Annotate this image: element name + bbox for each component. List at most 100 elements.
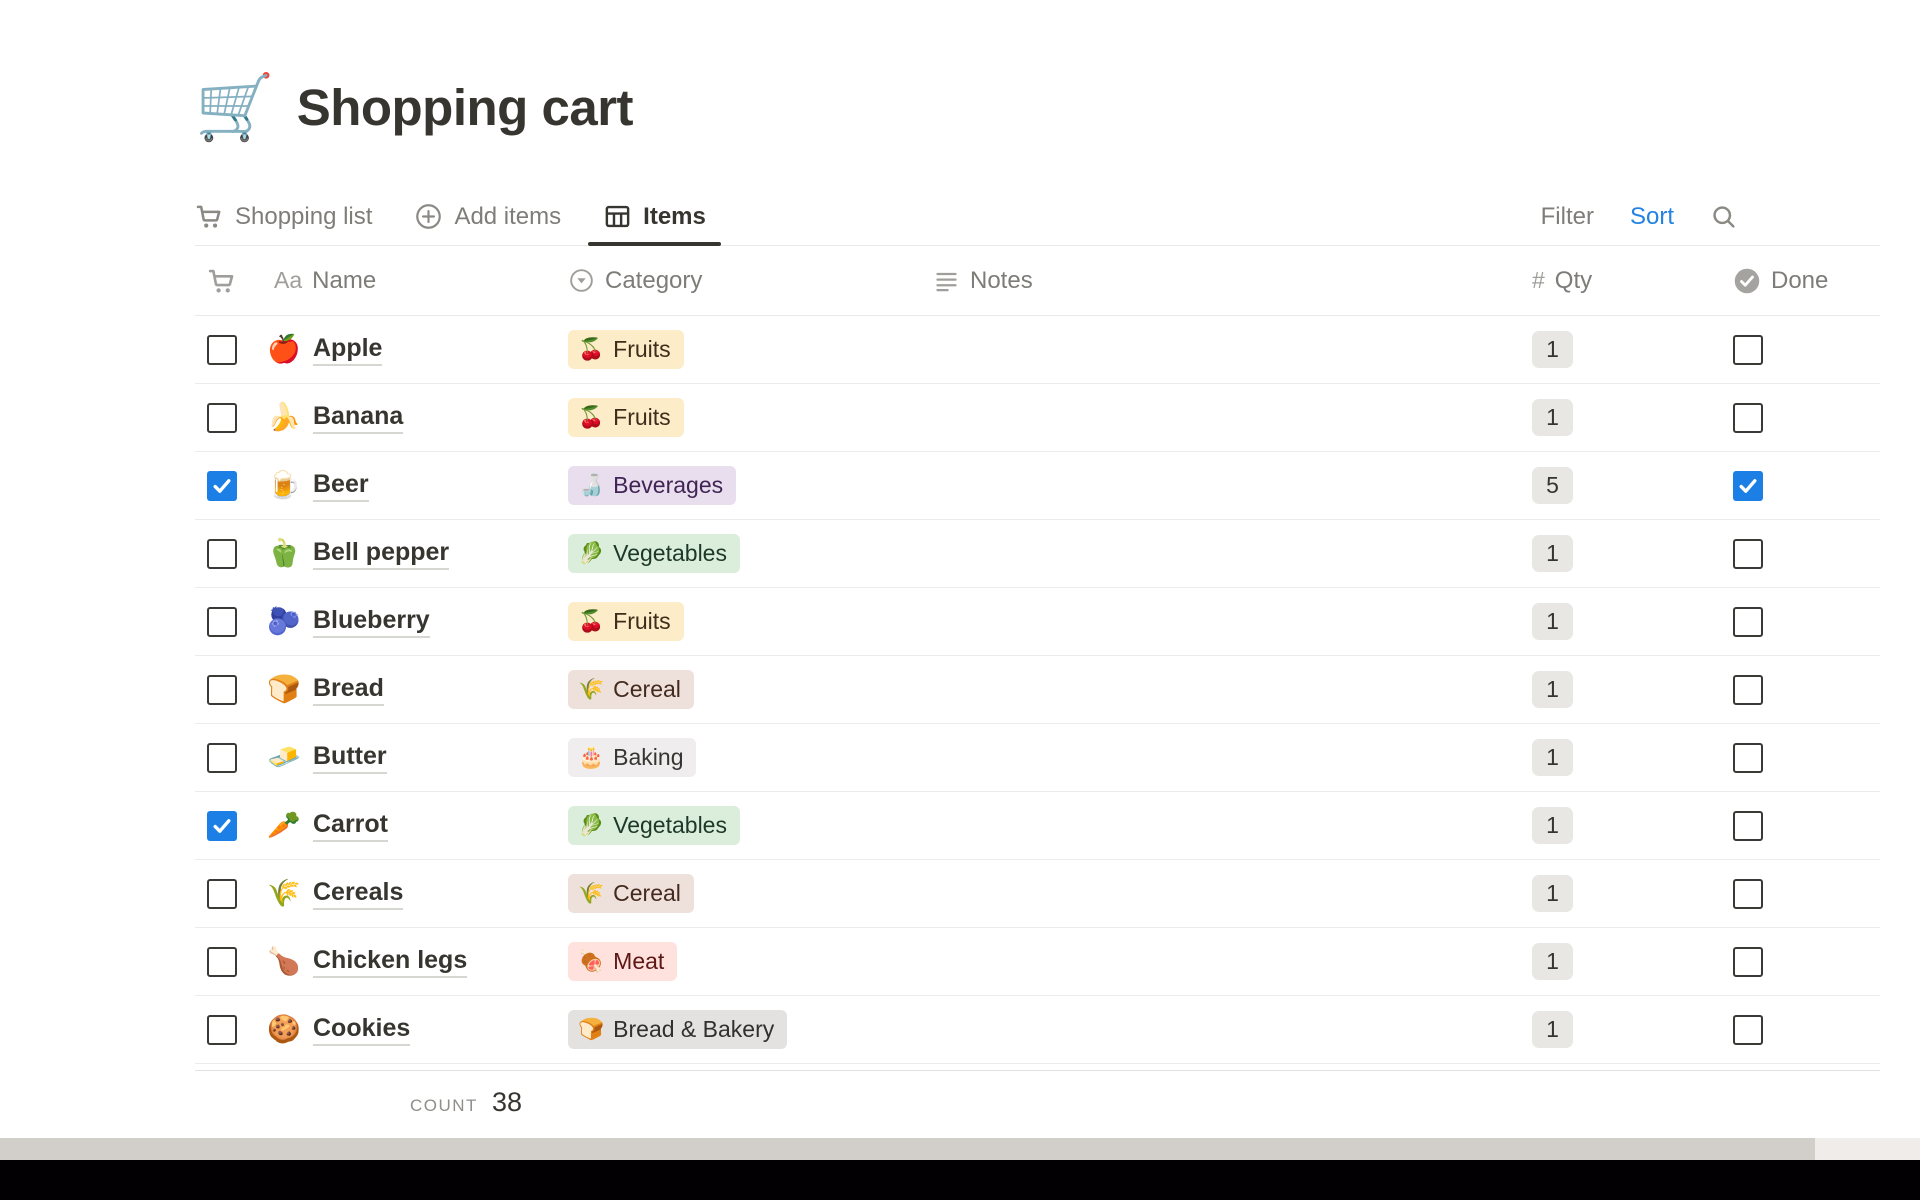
row-select-checkbox[interactable] xyxy=(207,334,237,365)
sort-button[interactable]: Sort xyxy=(1629,202,1674,230)
qty-cell[interactable]: 1 xyxy=(1525,928,1720,995)
search-icon[interactable] xyxy=(1710,203,1738,231)
item-name-link[interactable]: Apple xyxy=(313,334,383,366)
row-select-checkbox[interactable] xyxy=(207,946,237,977)
qty-cell[interactable]: 5 xyxy=(1525,452,1720,519)
column-header-name[interactable]: Aa Name xyxy=(265,246,568,315)
row-select-cell xyxy=(195,316,265,383)
column-header-notes[interactable]: Notes xyxy=(930,246,1525,315)
done-checkbox[interactable] xyxy=(1733,334,1763,365)
table-row: 🍌 Banana 🍒 Fruits 1 xyxy=(195,384,1880,452)
category-label: Cereal xyxy=(613,879,681,906)
done-cell xyxy=(1720,724,1880,791)
tab-label: Items xyxy=(643,202,706,230)
tab-add-items[interactable]: Add items xyxy=(414,188,561,245)
row-select-checkbox[interactable] xyxy=(207,606,237,637)
qty-cell[interactable]: 1 xyxy=(1525,724,1720,791)
category-cell[interactable]: 🍒 Fruits xyxy=(568,384,930,451)
qty-cell[interactable]: 1 xyxy=(1525,792,1720,859)
category-cell[interactable]: 🥬 Vegetables xyxy=(568,520,930,587)
notes-cell[interactable] xyxy=(930,724,1525,791)
item-name-link[interactable]: Chicken legs xyxy=(313,946,468,978)
page-header: 🛒 Shopping cart xyxy=(195,64,1880,150)
notes-cell[interactable] xyxy=(930,860,1525,927)
column-header-category[interactable]: Category xyxy=(568,246,930,315)
qty-cell[interactable]: 1 xyxy=(1525,996,1720,1063)
item-emoji: 🌾 xyxy=(267,878,301,908)
column-header-done[interactable]: Done xyxy=(1720,246,1880,315)
row-select-checkbox[interactable] xyxy=(207,878,237,909)
notes-cell[interactable] xyxy=(930,996,1525,1063)
done-checkbox[interactable] xyxy=(1733,878,1763,909)
done-checkbox[interactable] xyxy=(1733,538,1763,569)
qty-cell[interactable]: 1 xyxy=(1525,656,1720,723)
category-cell[interactable]: 🥬 Vegetables xyxy=(568,792,930,859)
row-select-checkbox[interactable] xyxy=(207,470,237,501)
row-select-checkbox[interactable] xyxy=(207,674,237,705)
notes-cell[interactable] xyxy=(930,316,1525,383)
category-emoji: 🎂 xyxy=(578,746,605,769)
item-name-link[interactable]: Carrot xyxy=(313,810,389,842)
category-cell[interactable]: 🌾 Cereal xyxy=(568,860,930,927)
done-checkbox[interactable] xyxy=(1733,946,1763,977)
cart-icon xyxy=(195,202,224,231)
done-checkbox[interactable] xyxy=(1733,674,1763,705)
name-cell: 🍎 Apple xyxy=(265,316,568,383)
qty-cell[interactable]: 1 xyxy=(1525,588,1720,655)
notes-cell[interactable] xyxy=(930,452,1525,519)
row-select-cell xyxy=(195,656,265,723)
notes-cell[interactable] xyxy=(930,656,1525,723)
category-cell[interactable]: 🌾 Cereal xyxy=(568,656,930,723)
qty-cell[interactable]: 1 xyxy=(1525,860,1720,927)
count-row[interactable]: COUNT 38 xyxy=(195,1071,1880,1123)
horizontal-scrollbar-track[interactable] xyxy=(0,1138,1920,1160)
qty-cell[interactable]: 1 xyxy=(1525,384,1720,451)
notes-cell[interactable] xyxy=(930,792,1525,859)
cart-icon xyxy=(207,266,237,296)
item-name-link[interactable]: Bell pepper xyxy=(313,538,450,570)
row-select-checkbox[interactable] xyxy=(207,1014,237,1045)
item-name-link[interactable]: Banana xyxy=(313,402,404,434)
filter-button[interactable]: Filter xyxy=(1540,202,1594,230)
item-name-link[interactable]: Blueberry xyxy=(313,606,430,638)
category-cell[interactable]: 🍞 Bread & Bakery xyxy=(568,996,930,1063)
row-select-checkbox[interactable] xyxy=(207,742,237,773)
notes-cell[interactable] xyxy=(930,588,1525,655)
item-name-link[interactable]: Cereals xyxy=(313,878,404,910)
row-select-checkbox[interactable] xyxy=(207,538,237,569)
category-tag: 🍞 Bread & Bakery xyxy=(568,1009,788,1050)
category-cell[interactable]: 🍒 Fruits xyxy=(568,316,930,383)
category-cell[interactable]: 🍒 Fruits xyxy=(568,588,930,655)
notes-cell[interactable] xyxy=(930,520,1525,587)
done-checkbox[interactable] xyxy=(1733,402,1763,433)
done-checkbox[interactable] xyxy=(1733,606,1763,637)
done-checkbox[interactable] xyxy=(1733,1014,1763,1045)
item-name-link[interactable]: Bread xyxy=(313,674,384,706)
qty-cell[interactable]: 1 xyxy=(1525,316,1720,383)
done-checkbox[interactable] xyxy=(1733,810,1763,841)
category-tag: 🥬 Vegetables xyxy=(568,805,740,846)
category-emoji: 🍒 xyxy=(578,338,605,361)
item-name-link[interactable]: Beer xyxy=(313,470,369,502)
notes-cell[interactable] xyxy=(930,384,1525,451)
horizontal-scrollbar-thumb[interactable] xyxy=(0,1138,1815,1160)
column-header-select[interactable] xyxy=(195,246,265,315)
notes-cell[interactable] xyxy=(930,928,1525,995)
table-row: 🥕 Carrot 🥬 Vegetables 1 xyxy=(195,792,1880,860)
category-cell[interactable]: 🍶 Beverages xyxy=(568,452,930,519)
qty-cell[interactable]: 1 xyxy=(1525,520,1720,587)
done-checkbox[interactable] xyxy=(1733,742,1763,773)
column-label: Qty xyxy=(1554,266,1593,294)
column-header-qty[interactable]: # Qty xyxy=(1525,246,1720,315)
category-cell[interactable]: 🎂 Baking xyxy=(568,724,930,791)
item-emoji: 🍎 xyxy=(267,334,301,364)
item-name-link[interactable]: Cookies xyxy=(313,1014,411,1046)
category-cell[interactable]: 🍖 Meat xyxy=(568,928,930,995)
row-select-checkbox[interactable] xyxy=(207,810,237,841)
row-select-checkbox[interactable] xyxy=(207,402,237,433)
item-name-link[interactable]: Butter xyxy=(313,742,387,774)
tab-items[interactable]: Items xyxy=(588,188,721,246)
done-checkbox[interactable] xyxy=(1733,470,1763,501)
table-row: 🍺 Beer 🍶 Beverages 5 xyxy=(195,452,1880,520)
tab-shopping-list[interactable]: Shopping list xyxy=(195,188,372,245)
